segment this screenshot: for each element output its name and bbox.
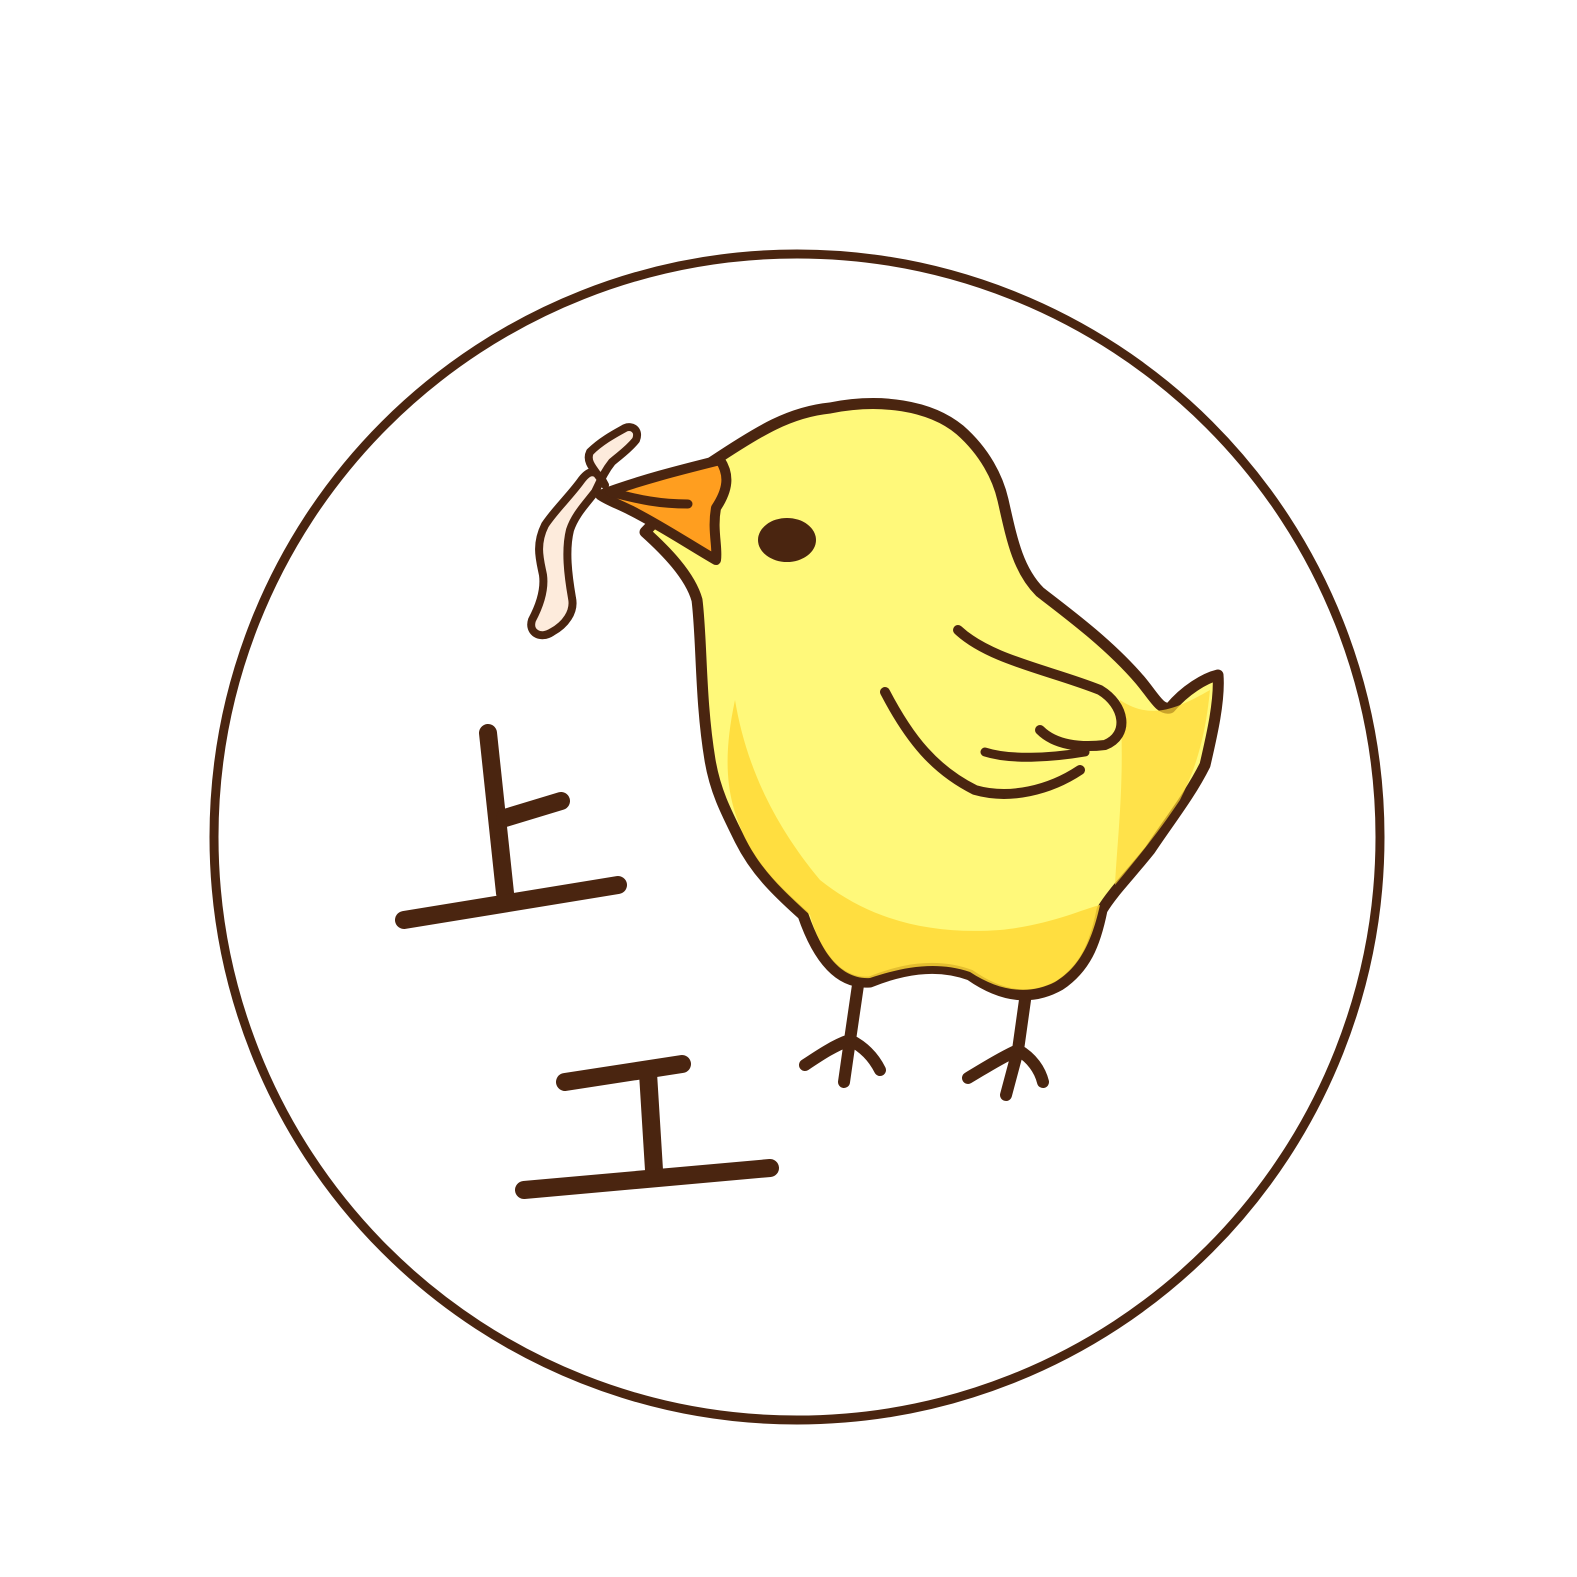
chick-wing (953, 625, 1127, 752)
chick-eye-icon (758, 518, 816, 562)
chick-wing-lower (880, 687, 1085, 799)
chick-beak-line (605, 487, 693, 509)
logo-glyph-gong (515, 1055, 779, 1199)
chick-body (639, 398, 1224, 1001)
badge-ring (209, 249, 1385, 1425)
chick-wing-feather (980, 747, 1090, 762)
worm-icon (527, 423, 641, 640)
logo-glyph-shang (395, 724, 627, 929)
chick-tail-shading (1115, 690, 1210, 885)
chick-legs (799, 979, 1049, 1101)
chick-beak (595, 455, 732, 565)
chick-shading (727, 700, 1100, 990)
chick-mascot-icon (595, 398, 1224, 1101)
